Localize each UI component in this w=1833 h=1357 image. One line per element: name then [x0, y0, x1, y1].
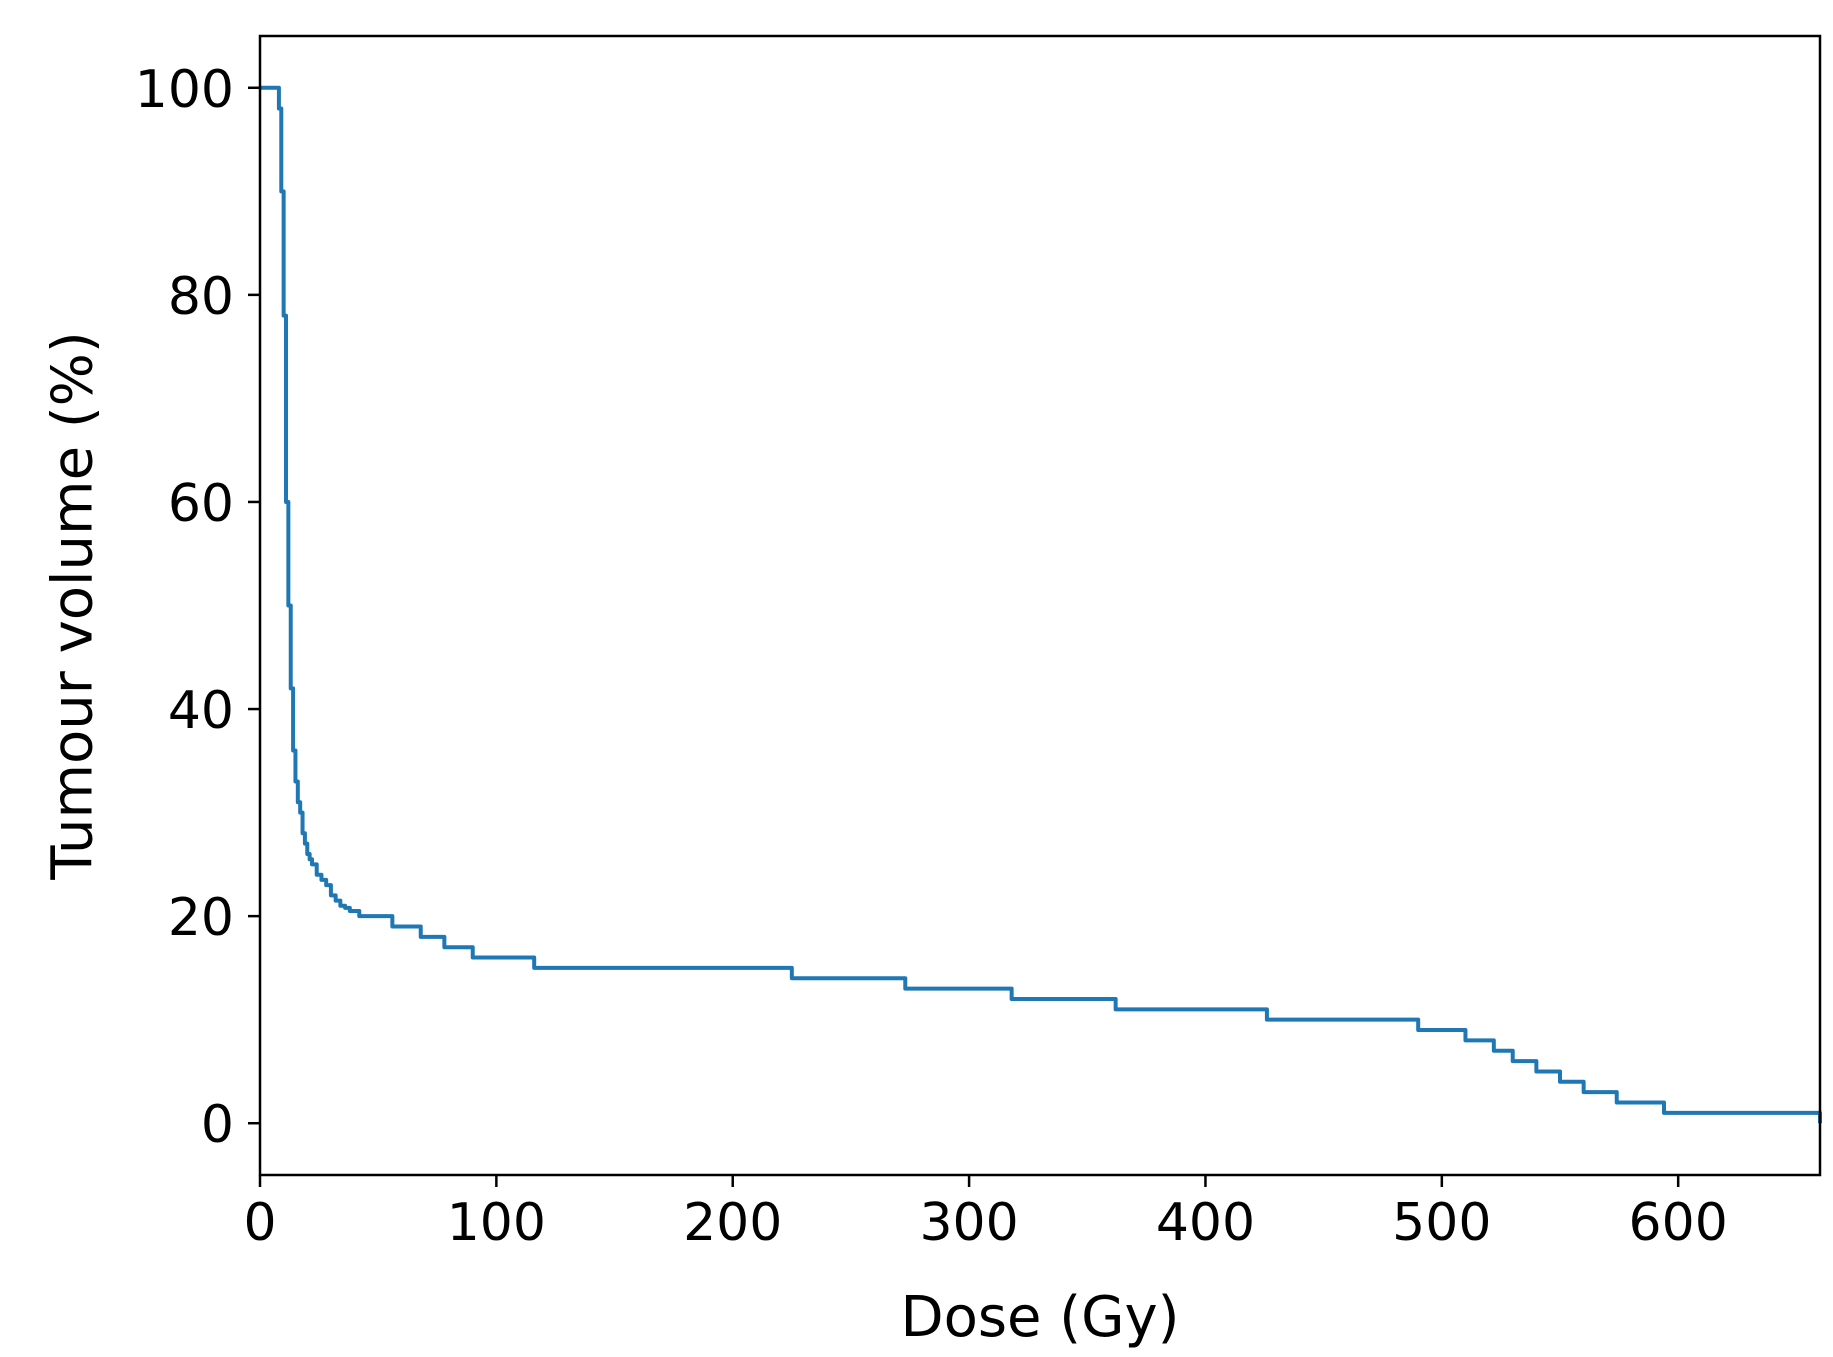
- x-tick-label: 200: [683, 1193, 782, 1253]
- data-layer: [260, 85, 1822, 1124]
- y-tick-label: 40: [168, 681, 234, 741]
- plot-frame: [258, 34, 1822, 1177]
- y-tick-label: 100: [135, 60, 234, 120]
- x-axis-label: Dose (Gy): [900, 1285, 1179, 1350]
- y-axis-label: Tumour volume (%): [41, 331, 106, 881]
- ticks-layer: 0 100 200 300 400 500 600 0 20 40 60 80 100: [135, 60, 1728, 1253]
- x-tick-label: 0: [243, 1193, 276, 1253]
- y-tick-label: 60: [168, 474, 234, 534]
- x-tick-label: 100: [447, 1193, 546, 1253]
- x-tick-label: 600: [1629, 1193, 1728, 1253]
- y-tick-label: 20: [168, 888, 234, 948]
- x-tick-label: 500: [1392, 1193, 1491, 1253]
- series-line: [260, 85, 1822, 1124]
- x-tick-label: 400: [1156, 1193, 1255, 1253]
- x-tick-label: 300: [919, 1193, 1018, 1253]
- y-tick-label: 80: [168, 267, 234, 327]
- y-tick-label: 0: [201, 1095, 234, 1155]
